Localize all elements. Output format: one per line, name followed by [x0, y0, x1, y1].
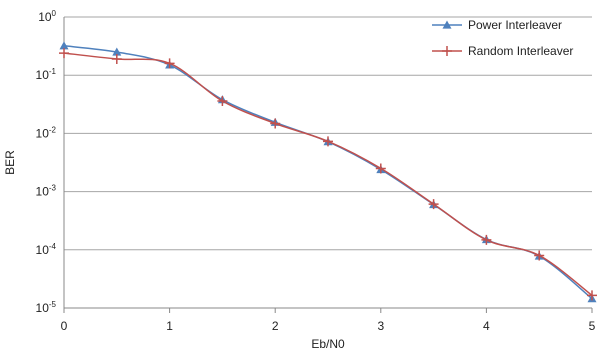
series [59, 41, 597, 303]
power-interleaver-point [59, 41, 69, 50]
legend-label: Power Interleaver [468, 18, 562, 32]
random-interleaver-point [59, 48, 69, 59]
legend: Power Interleaver Random Interleaver [432, 18, 573, 58]
y-tick-label: 10-4 [36, 242, 57, 257]
random-interleaver-point [428, 199, 439, 210]
random-interleaver-line [63, 52, 593, 296]
random-interleaver-point [323, 136, 333, 147]
y-axis-label: BER [3, 150, 17, 175]
legend-item-random-interleaver: Random Interleaver [432, 44, 573, 58]
random-interleaver-point [217, 96, 228, 107]
random-interleaver-point [534, 250, 545, 261]
legend-random-interleaver-point [442, 46, 452, 56]
x-tick-label: 4 [483, 319, 490, 333]
grid [64, 16, 592, 251]
y-tick-labels: 100 10-1 10-2 10-3 10-4 10-5 [36, 9, 57, 315]
x-tick-label: 2 [272, 319, 279, 333]
x-tick-label: 3 [377, 319, 384, 333]
random-interleaver-point [270, 118, 281, 129]
random-interleaver-point [111, 53, 122, 64]
power-interleaver-series [59, 41, 597, 303]
y-tick-label: 100 [38, 9, 56, 24]
y-tick-label: 10-2 [36, 125, 57, 140]
power-interleaver-line [63, 45, 593, 300]
x-tick-label: 1 [166, 319, 173, 333]
legend-label: Random Interleaver [468, 44, 573, 58]
random-interleaver-series [59, 48, 597, 301]
y-tick-label: 10-3 [36, 184, 57, 199]
random-interleaver-point [587, 290, 597, 301]
x-axis-label: Eb/N0 [311, 337, 345, 351]
x-tick-label: 5 [589, 319, 596, 333]
y-tick-label: 10-5 [36, 300, 57, 315]
random-interleaver-point [375, 163, 386, 174]
legend-item-power-interleaver: Power Interleaver [432, 18, 562, 32]
power-interleaver-point [112, 47, 122, 56]
y-tick-label: 10-1 [36, 67, 57, 82]
random-interleaver-point [164, 58, 175, 69]
x-tick-label: 0 [61, 319, 68, 333]
legend-power-interleaver-point [442, 20, 452, 29]
x-tick-labels: 0 1 2 3 4 5 [61, 308, 596, 333]
random-interleaver-point [481, 234, 492, 245]
